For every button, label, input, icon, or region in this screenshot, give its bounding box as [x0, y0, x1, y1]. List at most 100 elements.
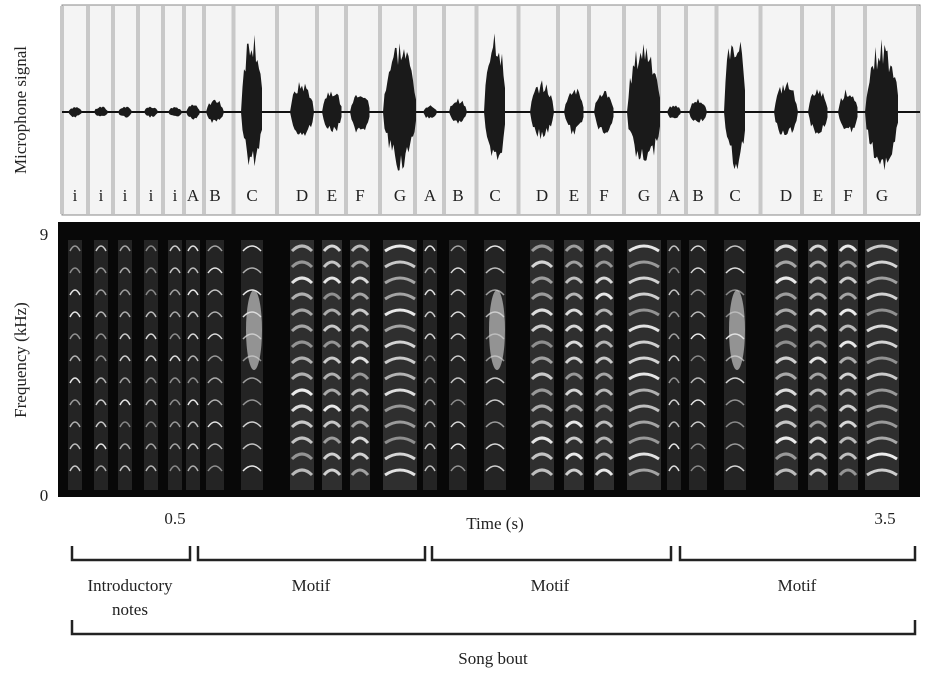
harmonic — [187, 377, 199, 384]
harmonic — [838, 244, 858, 252]
harmonic — [290, 356, 314, 365]
harmonic — [690, 289, 706, 296]
harmonic — [350, 276, 370, 284]
harmonic — [95, 377, 107, 384]
harmonic — [530, 388, 554, 397]
harmonic — [690, 333, 706, 340]
harmonic — [290, 292, 314, 301]
waveform — [484, 33, 505, 161]
harmonic — [424, 421, 436, 428]
spectrogram-streak — [350, 240, 370, 490]
harmonic — [838, 324, 858, 332]
harmonic — [187, 311, 199, 318]
harmonic — [668, 355, 680, 362]
harmonic — [169, 421, 181, 428]
harmonic — [530, 404, 554, 413]
spectrogram-streak — [94, 240, 108, 490]
harmonic — [145, 377, 157, 384]
harmonic — [485, 421, 505, 428]
harmonic — [628, 468, 660, 477]
harmonic — [628, 260, 660, 269]
harmonic — [207, 443, 223, 450]
harmonic — [690, 311, 706, 318]
harmonic — [838, 420, 858, 428]
harmonic — [322, 260, 342, 268]
harmonic — [564, 468, 584, 476]
waveform — [118, 106, 132, 118]
harmonic — [774, 404, 798, 413]
harmonic — [145, 443, 157, 450]
harmonic — [119, 443, 131, 450]
harmonic — [594, 356, 614, 364]
harmonic — [290, 244, 314, 253]
harmonic — [424, 267, 436, 274]
syllable-label: F — [843, 186, 852, 205]
harmonic — [866, 260, 898, 269]
separator — [182, 6, 186, 214]
spectrogram-streak — [206, 240, 224, 490]
harmonic — [384, 340, 416, 349]
harmonic — [207, 399, 223, 406]
harmonic — [169, 245, 181, 252]
harmonic — [207, 465, 223, 472]
harmonic — [384, 308, 416, 317]
harmonic — [668, 399, 680, 406]
harmonic — [725, 421, 745, 428]
harmonic — [350, 244, 370, 252]
syllable-label: i — [173, 186, 178, 205]
harmonic — [530, 372, 554, 381]
glow — [489, 290, 505, 370]
harmonic — [187, 443, 199, 450]
harmonic — [450, 465, 466, 472]
harmonic — [424, 443, 436, 450]
harmonic — [69, 377, 81, 384]
harmonic — [808, 324, 828, 332]
spectrogram-streak — [168, 240, 182, 490]
harmonic — [690, 355, 706, 362]
harmonic — [207, 311, 223, 318]
harmonic — [866, 468, 898, 477]
harmonic — [668, 377, 680, 384]
syllable-label: i — [123, 186, 128, 205]
harmonic — [838, 452, 858, 460]
harmonic — [594, 324, 614, 332]
waveform — [423, 105, 437, 119]
waveform — [144, 106, 158, 118]
separator — [516, 6, 521, 214]
harmonic — [145, 267, 157, 274]
harmonic — [530, 260, 554, 269]
harmonic — [322, 452, 342, 460]
harmonic — [725, 289, 745, 296]
harmonic — [808, 308, 828, 316]
harmonic — [322, 244, 342, 252]
harmonic — [774, 260, 798, 269]
harmonic — [169, 443, 181, 450]
harmonic — [594, 420, 614, 428]
harmonic — [95, 311, 107, 318]
separator — [60, 6, 64, 214]
harmonic — [594, 388, 614, 396]
harmonic — [628, 388, 660, 397]
y-tick-label: 9 — [40, 225, 49, 244]
harmonic — [350, 324, 370, 332]
harmonic — [322, 468, 342, 476]
harmonic — [69, 311, 81, 318]
harmonic — [207, 245, 223, 252]
harmonic — [808, 372, 828, 380]
harmonic — [594, 436, 614, 444]
harmonic — [95, 355, 107, 362]
waveform — [383, 43, 416, 171]
harmonic — [242, 289, 262, 296]
harmonic — [350, 372, 370, 380]
harmonic — [628, 404, 660, 413]
x-axis-label: Time (s) — [466, 514, 523, 533]
syllable-label: i — [149, 186, 154, 205]
separator — [622, 6, 626, 214]
bracket — [196, 546, 427, 562]
harmonic — [774, 308, 798, 317]
harmonic — [594, 452, 614, 460]
separator — [556, 6, 560, 214]
harmonic — [808, 260, 828, 268]
separator — [831, 6, 835, 214]
harmonic — [169, 267, 181, 274]
